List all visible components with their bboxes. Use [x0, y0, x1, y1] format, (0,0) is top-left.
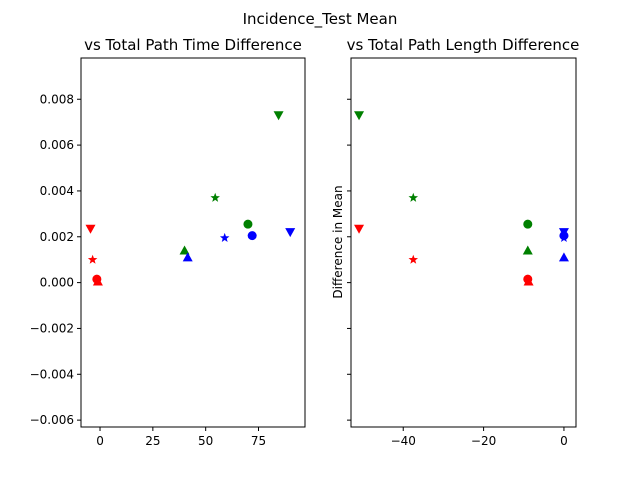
left-xtick-label: 0	[96, 434, 104, 448]
left-point-green-star	[210, 192, 220, 202]
left-xtick-label: 75	[251, 434, 266, 448]
right-xtick-label: −40	[391, 434, 416, 448]
right-point-green-star	[408, 192, 419, 202]
figure-suptitle: Incidence_Test Mean	[243, 10, 398, 29]
left-point-red-triangle-up	[92, 276, 103, 286]
right-point-red-triangle-down	[354, 224, 365, 234]
left-point-green-triangle-up	[179, 245, 190, 255]
right-xtick-label: −20	[471, 434, 496, 448]
left-point-green-circle	[243, 219, 253, 229]
left-ytick-label: −0.006	[30, 413, 74, 427]
left-ytick-label: −0.004	[30, 367, 74, 381]
left-ytick-label: 0.008	[40, 92, 74, 106]
left-point-blue-triangle-up	[182, 252, 193, 262]
left-ytick-label: 0.000	[40, 276, 74, 290]
right-point-red-star	[408, 254, 419, 264]
left-point-green-triangle-down	[273, 111, 284, 121]
left-point-blue-star	[219, 232, 230, 242]
right-subplot-frame	[350, 57, 577, 428]
right-subplot-title: vs Total Path Length Difference	[347, 36, 580, 54]
right-point-blue-triangle-up	[558, 252, 569, 262]
left-subplot-points	[85, 111, 296, 286]
right-point-blue-star	[559, 232, 569, 242]
left-subplot-frame	[80, 57, 306, 428]
left-subplot-title: vs Total Path Time Difference	[84, 36, 302, 54]
right-subplot-points	[354, 111, 569, 286]
right-subplot: vs Total Path Length Difference Differen…	[331, 36, 579, 448]
left-point-red-star	[87, 254, 98, 264]
right-subplot-ylabel: Difference in Mean	[331, 185, 345, 298]
right-point-green-circle	[523, 219, 533, 229]
right-point-green-triangle-down	[354, 111, 365, 121]
left-ytick-label: 0.002	[40, 230, 74, 244]
left-xtick-label: 25	[145, 434, 160, 448]
left-point-blue-circle	[247, 231, 257, 241]
right-xtick-label: 0	[560, 434, 568, 448]
left-ytick-label: 0.006	[40, 138, 74, 152]
left-xtick-label: 50	[198, 434, 213, 448]
left-subplot-ticks: 0 25 50 75 −0.006 −0.004 −0.002 0.000 0.002 0.004…	[30, 92, 267, 448]
left-ytick-label: 0.004	[40, 184, 74, 198]
left-subplot: vs Total Path Time Difference 0 25 50 75 −0.…	[30, 36, 306, 448]
right-subplot-ticks: −40 −20 0	[347, 98, 568, 448]
right-point-green-triangle-up	[522, 245, 533, 255]
left-ytick-label: −0.002	[30, 321, 74, 335]
left-point-blue-triangle-down	[285, 228, 296, 238]
right-point-red-triangle-up	[523, 276, 534, 286]
left-point-red-triangle-down	[85, 224, 96, 234]
